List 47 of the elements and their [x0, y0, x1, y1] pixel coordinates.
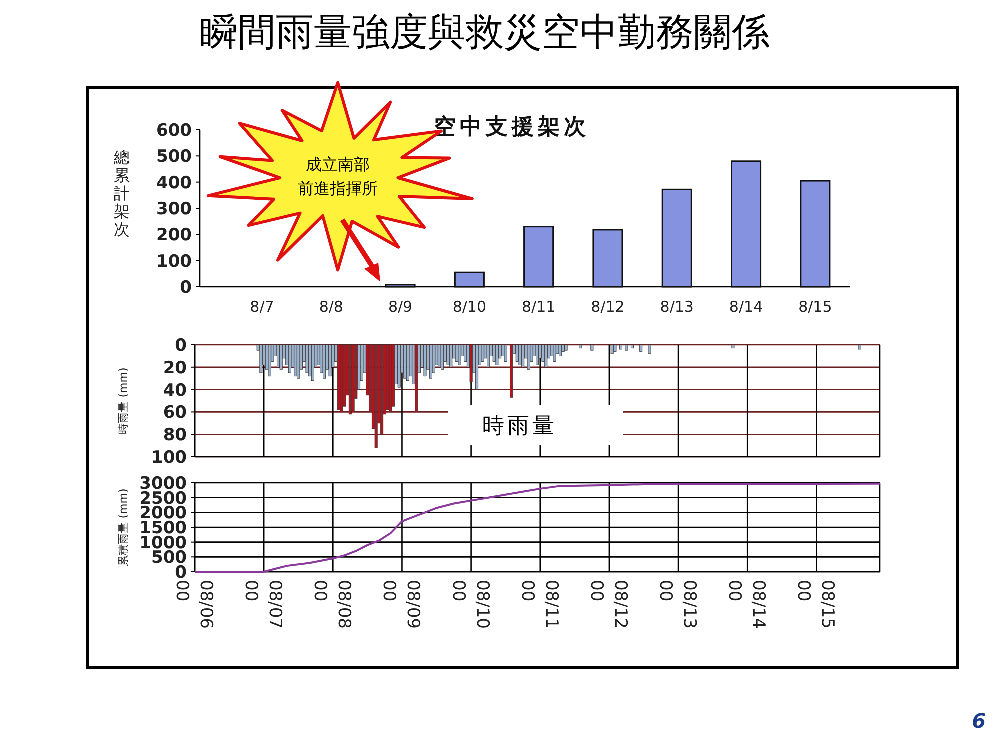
- x-tick-label: 8/13: [660, 298, 694, 316]
- x-tick-label: 8/9: [388, 298, 413, 316]
- y-tick-label: 500: [156, 147, 192, 168]
- y-tick-label: 0: [175, 336, 188, 356]
- bar: [385, 284, 416, 288]
- y-tick-label: 60: [163, 403, 188, 424]
- x-tick-label: 8/14: [729, 298, 764, 316]
- x-tick-label: 08/12 00: [586, 580, 630, 629]
- bar: [524, 226, 554, 288]
- y-axis-title: 時雨量 (mm): [117, 368, 130, 434]
- y-tick-label: 400: [156, 173, 192, 194]
- x-tick-label: 08/09 00: [379, 580, 424, 629]
- y-tick-label: 20: [163, 358, 188, 378]
- x-tick-label: 08/15 00: [794, 580, 838, 629]
- chart-title: 瞬間雨量強度與救災空中勤務關係: [200, 10, 770, 54]
- y-tick-label: 200: [156, 226, 192, 246]
- y-tick-label: 600: [156, 121, 192, 141]
- y-tick-label: 80: [163, 426, 188, 446]
- x-tick-label: 08/06 00: [172, 580, 216, 629]
- y-axis-title: 累積雨量 (mm): [117, 488, 130, 566]
- x-tick-label: 8/8: [319, 298, 344, 316]
- x-tick-label: 08/11 00: [517, 580, 562, 629]
- y-tick-label: 100: [156, 252, 192, 272]
- x-tick-label: 08/07 00: [241, 580, 286, 629]
- y-axis-title: 總累計架次: [113, 148, 130, 239]
- x-tick-label: 08/13 00: [656, 580, 700, 629]
- x-tick-label: 08/10 00: [448, 580, 492, 629]
- bar: [454, 272, 485, 288]
- annotation: 時雨量: [482, 414, 558, 439]
- annotation: 成立南部前進指揮所: [298, 155, 378, 198]
- y-tick-label: 100: [152, 448, 188, 468]
- x-tick-label: 8/11: [522, 298, 556, 316]
- x-tick-label: 8/7: [250, 298, 274, 316]
- text: 6: [972, 709, 986, 733]
- y-tick-label: 40: [163, 380, 188, 401]
- x-tick-label: 08/08 00: [310, 580, 354, 629]
- bar: [731, 160, 762, 288]
- chart-subtitle: 空中支援架次: [434, 114, 590, 140]
- x-tick-label: 8/12: [591, 298, 625, 316]
- y-tick-label: 0: [180, 278, 192, 298]
- bar: [662, 188, 692, 288]
- x-tick-label: 8/15: [798, 298, 832, 316]
- x-tick-label: 08/14 00: [724, 580, 769, 629]
- bar: [800, 180, 831, 288]
- x-tick-label: 8/10: [452, 298, 487, 316]
- y-tick-label: 300: [156, 200, 192, 220]
- bar: [592, 229, 624, 288]
